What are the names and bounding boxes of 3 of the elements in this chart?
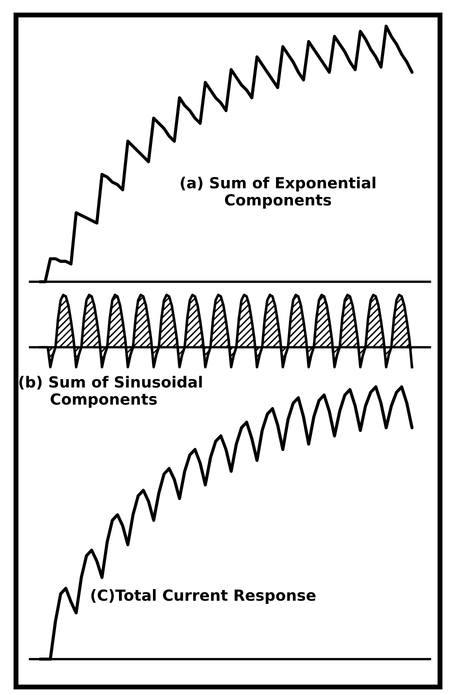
annotation: (C)Total Current Response — [91, 589, 316, 604]
annotation: (b) Sum of Sinusoidal Components — [19, 376, 202, 408]
annotation: (a) Sum of Exponential Components — [180, 176, 376, 209]
